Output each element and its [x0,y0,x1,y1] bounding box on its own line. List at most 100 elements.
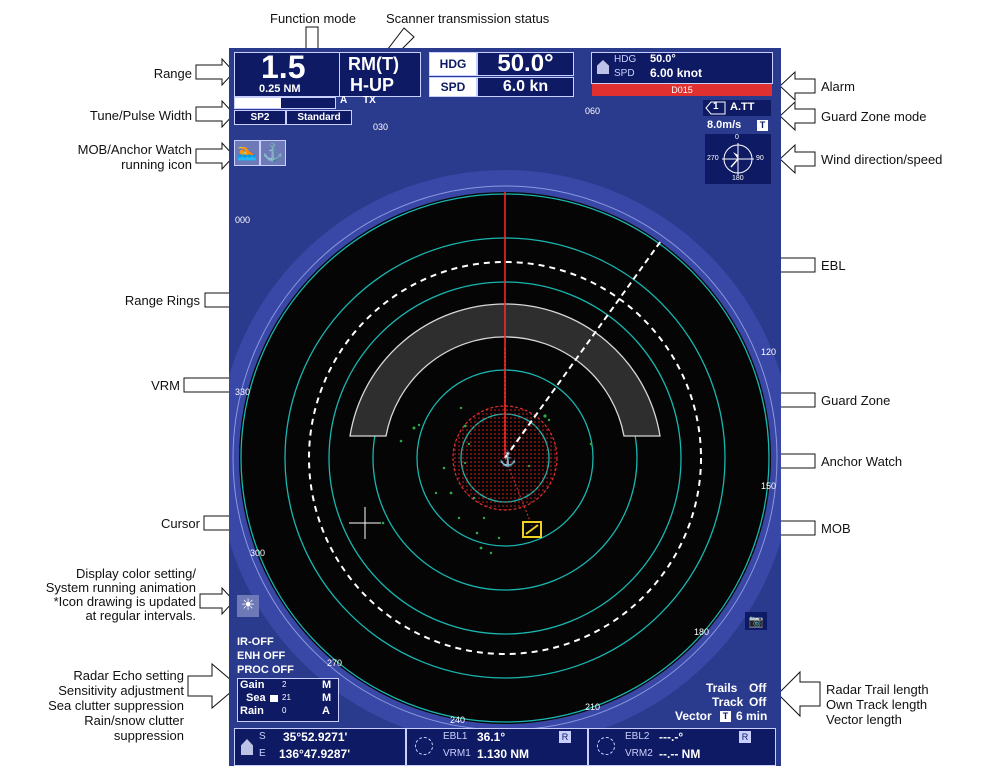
alarm-bar[interactable]: D015 [592,84,772,96]
display-color-arrow [199,586,235,616]
label-mob: MOB [821,521,851,536]
ebl1-icon [415,737,433,755]
label-display-color-1: Display color setting/ [76,566,196,581]
label-tune-pulse: Tune/Pulse Width [89,108,192,123]
lat-value: 35°52.9271' [283,730,348,744]
own-spd-value: 6.00 knot [650,66,703,80]
camera-icon[interactable]: 📷 [745,612,767,630]
anchor-running-icon[interactable]: ⚓ [260,140,286,166]
bearing-180: 180 [694,627,710,637]
tx-status: TX [363,95,376,106]
label-guard-zone-mode: Guard Zone mode [821,109,927,124]
bearing-120: 120 [761,347,777,357]
wind-90: 90 [756,155,764,162]
bearing-210: 210 [585,702,601,712]
hdg-value: 50.0° [477,52,574,76]
label-wind: Wind direction/speed [821,152,943,167]
label-radar-echo-5: suppression [113,728,184,743]
label-vrm: VRM [151,378,180,393]
ir-status: IR-OFF [237,636,274,648]
ebl2-vrm2-box[interactable]: EBL2 VRM2 ---.-° --.-- NM R [588,728,776,766]
label-ebl: EBL [821,258,846,273]
label-radar-echo-4: Rain/snow clutter [84,713,184,728]
bearing-300: 300 [250,548,266,558]
anchor-marker-icon: ⚓ [499,451,516,468]
mob-running-icon[interactable]: 🏊 [234,140,260,166]
pulse-sp[interactable]: SP2 [234,110,286,125]
label-mob-anchor-1: MOB/Anchor Watch [77,142,192,157]
own-ship-icon [241,739,253,755]
guard-zone-mode: A.TT [730,101,755,113]
wind-compass: 0 90 180 270 [705,134,771,184]
ebl2-label: EBL2 [625,731,650,742]
tune-bar[interactable] [234,97,336,109]
tune-arrow [195,99,235,129]
own-hdg-label: HDG [614,54,637,65]
label-display-color-2: System running animation [45,580,196,595]
ebl1-vrm1-box[interactable]: EBL1 VRM1 36.1° 1.130 NM R [406,728,588,766]
range-value: 1.5 [261,49,306,85]
label-mob-anchor-2: running icon [121,157,192,172]
sea-indicator [270,695,278,702]
alarm-arrow [779,70,816,102]
rain-mode: A [322,705,330,717]
enh-status: ENH OFF [237,650,286,662]
label-display-color-4: at regular intervals. [85,608,196,623]
orientation-mode: H-UP [350,75,394,95]
sea-value: 21 [282,693,291,702]
label-cursor: Cursor [160,516,200,531]
vector-label: Vector [675,709,712,723]
ebl1-relative[interactable]: R [559,731,571,743]
range-box[interactable]: 1.5 0.25 NM [234,49,341,97]
sea-label: Sea [246,692,266,704]
label-anchor-watch: Anchor Watch [821,454,903,469]
label-display-color-3: *Icon drawing is updated [53,594,196,609]
lon-value: 136°47.9287' [279,747,351,761]
bearing-060: 060 [585,106,601,116]
vrm2-value: --.-- NM [659,747,701,761]
rain-label: Rain [240,705,264,717]
proc-status: PROC OFF [237,664,294,676]
wind-compass-icon [722,143,754,175]
label-range: Range [153,66,192,81]
vector-flag: T [720,711,731,722]
own-hdg-value: 50.0° [650,53,676,65]
ebl1-value: 36.1° [477,730,506,744]
range-arrow [195,57,235,87]
lat-label: S [259,731,266,742]
sun-icon[interactable]: ☀ [237,595,259,617]
wind-true-flag: T [757,120,768,131]
spd-value: 6.0 kn [477,77,574,97]
position-box[interactable]: S E 35°52.9271' 136°47.9287' [234,728,406,766]
trails-label: Trails [706,681,738,695]
pulse-mode[interactable]: Standard [286,110,352,125]
lon-label: E [259,748,266,759]
radar-echo-arrow [187,662,239,710]
wind-180: 180 [732,175,744,182]
vector-value: 6 min [736,709,768,723]
wind-speed: 8.0m/s [707,119,742,131]
ebl-line [504,192,700,459]
ebl2-relative[interactable]: R [739,731,751,743]
label-trail-3: Vector length [826,712,902,727]
bearing-030: 030 [373,122,389,132]
function-mode-box[interactable]: RM(T) H-UP [339,52,421,97]
sea-mode: M [322,692,332,704]
guard-zone-mode-box[interactable]: 1 A.TT [703,100,771,116]
gain-value: 2 [282,680,287,689]
label-range-rings: Range Rings [124,293,200,308]
spd-label: SPD [429,77,477,97]
vrm2-label: VRM2 [625,748,653,759]
bearing-330: 330 [235,387,251,397]
rain-value: 0 [282,706,287,715]
ebl1-label: EBL1 [443,731,468,742]
radar-screen: ⚓ 030 060 090 120 150 180 210 240 270 30… [229,48,781,766]
echo-adjust-panel[interactable]: Gain 2 M Sea 21 M Rain 0 A [237,678,339,722]
bearing-000: 000 [235,215,251,225]
label-scanner-tx: Scanner transmission status [386,11,550,26]
bearing-270: 270 [327,658,343,668]
radar-scope[interactable]: ⚓ [229,48,781,766]
own-spd-label: SPD [614,68,635,79]
trail-arrow [777,670,821,718]
own-ship-sensor-box[interactable]: HDG SPD 50.0° 6.00 knot [591,52,773,84]
